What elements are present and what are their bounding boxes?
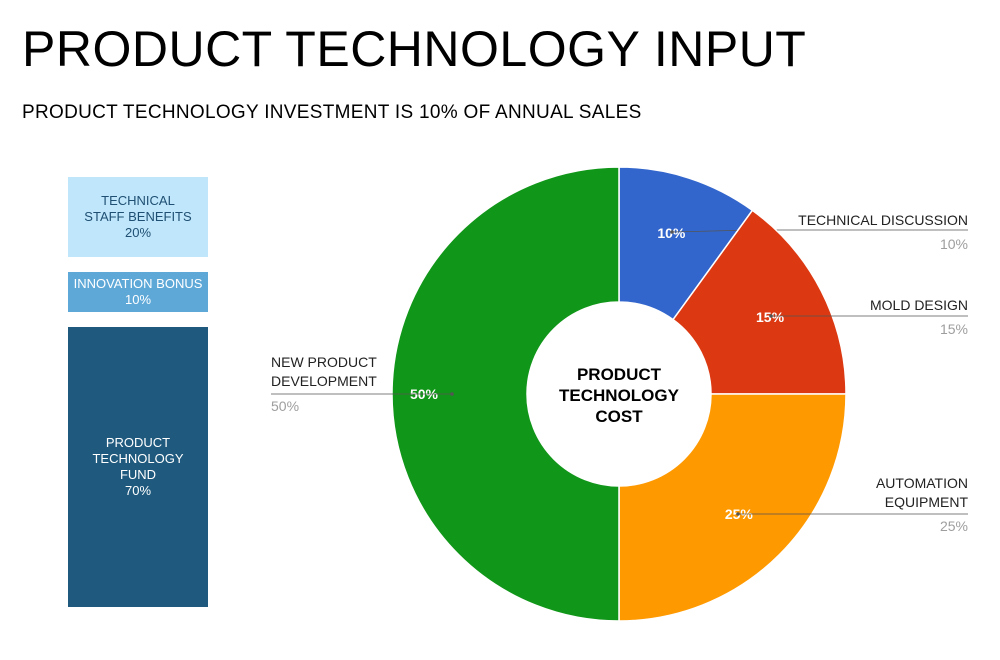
- page-title: PRODUCT TECHNOLOGY INPUT: [22, 21, 807, 77]
- slice-outside-pct: 25%: [940, 518, 968, 534]
- leader-dot: [736, 512, 740, 516]
- slice-outside-pct: 50%: [271, 398, 299, 414]
- stack-box-product-technology-fund: PRODUCT TECHNOLOGY FUND 70%: [68, 327, 208, 607]
- slice-label-automation-equipment: AUTOMATION: [876, 475, 968, 491]
- slice-new-product-development: [391, 166, 620, 622]
- donut-center-label: COST: [595, 407, 643, 426]
- slice-outside-pct: 10%: [940, 236, 968, 252]
- leader-dot: [769, 314, 773, 318]
- stack-box-innovation-bonus: INNOVATION BONUS 10%: [68, 272, 208, 312]
- donut-center-label: TECHNOLOGY: [559, 386, 680, 405]
- slice-automation-equipment: [618, 393, 847, 622]
- slice-outside-pct: 15%: [940, 321, 968, 337]
- leader-dot: [670, 230, 674, 234]
- slice-label-new-product-development: NEW PRODUCT: [271, 354, 377, 370]
- stack-box-label: INNOVATION BONUS: [73, 276, 203, 291]
- stack-box-pct: 20%: [124, 225, 152, 240]
- stack-box-label: TECHNICAL STAFF BENEFITS: [84, 193, 192, 224]
- stack-box-pct: 70%: [124, 483, 152, 498]
- slice-label-automation-equipment: EQUIPMENT: [885, 494, 969, 510]
- slice-mold-design: [672, 209, 847, 395]
- leader-dot: [450, 392, 454, 396]
- page-subtitle: PRODUCT TECHNOLOGY INVESTMENT IS 10% OF …: [22, 102, 642, 123]
- stack-box-pct: 10%: [124, 292, 152, 307]
- slice-label-technical-discussion: TECHNICAL DISCUSSION: [798, 212, 968, 228]
- stack-box-technical-staff-benefits: TECHNICAL STAFF BENEFITS 20%: [68, 177, 208, 257]
- stack-box-label: PRODUCT TECHNOLOGY FUND: [92, 435, 184, 482]
- slice-label-mold-design: MOLD DESIGN: [870, 297, 968, 313]
- donut-center-label: PRODUCT: [577, 365, 662, 384]
- slice-label-new-product-development: DEVELOPMENT: [271, 373, 377, 389]
